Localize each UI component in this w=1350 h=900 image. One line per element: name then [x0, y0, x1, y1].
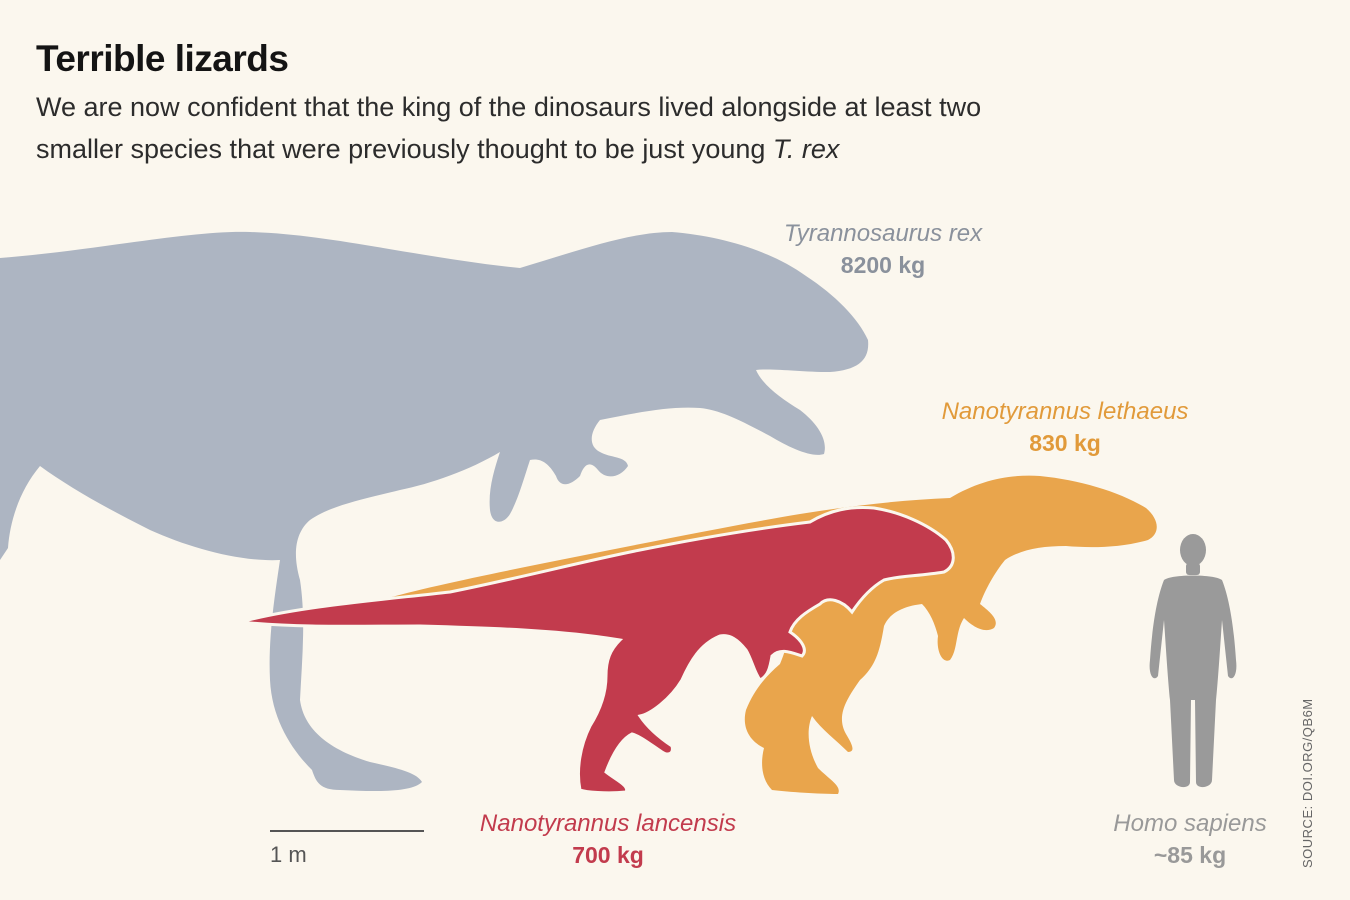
lancensis-name: Nanotyrannus lancensis [479, 810, 737, 837]
scale-bar-label: 1 m [270, 842, 307, 867]
lethaeus-label: Nanotyrannus lethaeus 830 kg [915, 398, 1215, 457]
human-name: Homo sapiens [1113, 810, 1267, 837]
lancensis-label: Nanotyrannus lancensis 700 kg [448, 810, 768, 869]
subtitle-species: T. rex [772, 134, 840, 164]
lancensis-silhouette [239, 506, 955, 795]
human-label: Homo sapiens ~85 kg [1090, 810, 1290, 869]
lethaeus-silhouette [374, 475, 1157, 794]
lethaeus-name: Nanotyrannus lethaeus [941, 398, 1189, 425]
subtitle-text: We are now confident that the king of th… [36, 92, 982, 164]
human-mass: ~85 kg [1153, 842, 1227, 868]
trex-label: Tyrannosaurus rex 8200 kg [763, 220, 1003, 279]
source-credit: SOURCE: DOI.ORG/QB6M [1300, 698, 1315, 868]
trex-silhouette [0, 231, 869, 792]
trex-mass: 8200 kg [840, 252, 926, 278]
subtitle: We are now confident that the king of th… [36, 86, 1036, 170]
human-silhouette [1149, 534, 1237, 788]
lethaeus-mass: 830 kg [1029, 430, 1101, 456]
trex-name: Tyrannosaurus rex [783, 220, 983, 247]
page-title: Terrible lizards [36, 38, 289, 79]
lancensis-mass: 700 kg [572, 842, 644, 868]
